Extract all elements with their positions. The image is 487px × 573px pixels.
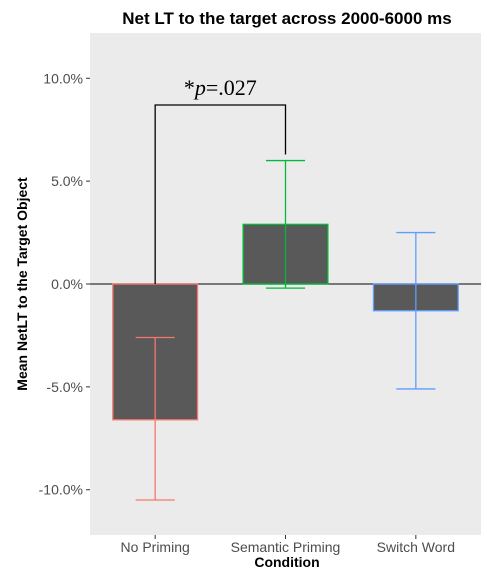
significance-annotation: *p=.027 (154, 75, 287, 284)
y-tick-label: -5.0% (46, 379, 83, 395)
y-tick-label: 10.0% (43, 70, 83, 86)
error-bars (135, 159, 436, 501)
y-axis: 10.0% 5.0% 0.0% -5.0% -10.0% (39, 70, 90, 498)
y-tick-label: 0.0% (51, 276, 83, 292)
y-tick-label: -10.0% (39, 482, 83, 498)
y-tick-label: 5.0% (51, 173, 83, 189)
error-bar (396, 231, 436, 390)
p-value: =.027 (206, 75, 257, 100)
x-axis: No Priming Semantic Priming Switch Word (121, 535, 455, 555)
x-tick-label: No Priming (121, 539, 190, 555)
p-star: * (184, 75, 195, 100)
x-tick-label: Switch Word (377, 539, 455, 555)
chart-title: Net LT to the target across 2000-6000 ms (122, 9, 451, 28)
y-axis-title: Mean NetLT to the Target Object (14, 177, 30, 391)
significance-bracket (154, 104, 287, 284)
error-bar (265, 159, 306, 289)
error-bar (135, 336, 175, 501)
x-tick-label: Semantic Priming (231, 539, 341, 555)
x-axis-title: Condition (254, 554, 319, 570)
p-symbol: p (193, 75, 206, 100)
p-value-label: *p=.027 (184, 75, 257, 100)
